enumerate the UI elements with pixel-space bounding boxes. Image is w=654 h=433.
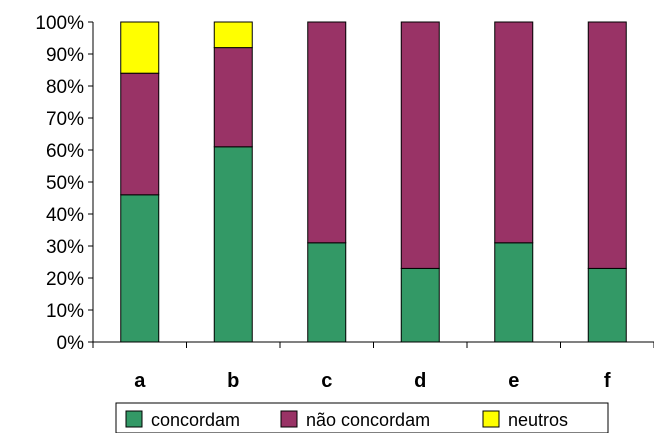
y-tick-label: 30% [46, 237, 84, 258]
bar-segment-d-1 [400, 21, 440, 269]
x-category-label: b [227, 370, 239, 392]
y-tick-label: 10% [46, 301, 84, 322]
y-tick-label: 0% [57, 333, 85, 354]
bar-segment-c-1 [307, 21, 347, 244]
y-tick-label: 20% [46, 269, 84, 290]
legend-label-1: não concordam [306, 410, 430, 430]
y-tick-label: 80% [46, 77, 84, 98]
x-category-label: c [321, 370, 332, 392]
x-category-label: a [134, 370, 146, 392]
legend-label-2: neutros [508, 410, 568, 430]
legend-swatch-1 [280, 410, 298, 428]
bar-segment-e-1 [494, 21, 534, 244]
y-tick-label: 60% [46, 141, 84, 162]
x-category-label: e [508, 370, 519, 392]
bar-segment-f-0 [587, 267, 627, 343]
x-category-label: f [604, 370, 611, 392]
legend-box [115, 402, 609, 433]
y-tick-label: 70% [46, 109, 84, 130]
bar-segment-a-1 [120, 72, 160, 196]
bar-segment-c-0 [307, 242, 347, 343]
x-axis: a b c d e f [92, 341, 654, 392]
legend-swatch-2 [482, 410, 500, 428]
bar-segment-f-1 [587, 21, 627, 269]
y-tick-label: 50% [46, 173, 84, 194]
bar-segment-d-0 [400, 267, 440, 343]
legend-label-0: concordam [151, 410, 240, 430]
legend: concordam não concordam neutros [115, 402, 609, 433]
x-category-label: d [414, 370, 426, 392]
bar-segment-a-2 [120, 21, 160, 74]
legend-swatch-0 [125, 410, 143, 428]
bar-segment-b-1 [213, 47, 253, 148]
bar-segment-e-0 [494, 242, 534, 343]
y-tick-label: 90% [46, 45, 84, 66]
y-tick-label: 100% [35, 13, 84, 34]
y-axis: 0% 10% 20% 30% 40% 50% 60% 70% 80% 90% 100% [35, 13, 94, 354]
y-tick-label: 40% [46, 205, 84, 226]
bar-segment-b-0 [213, 146, 253, 343]
bar-segment-b-2 [213, 21, 253, 49]
bars [120, 21, 627, 343]
bar-segment-a-0 [120, 194, 160, 343]
